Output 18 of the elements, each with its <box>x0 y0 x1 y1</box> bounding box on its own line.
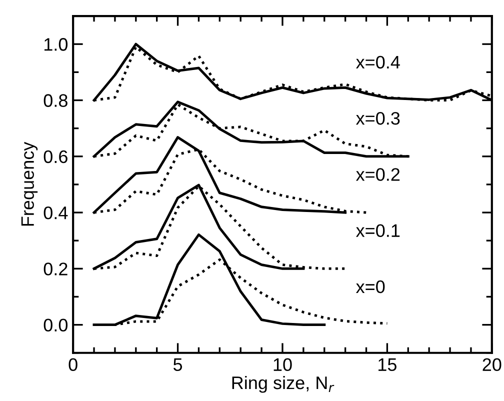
annotation: x=0.1 <box>356 224 400 238</box>
y-tick-label: 0.4 <box>44 206 68 220</box>
x-tick-label: 15 <box>378 358 396 372</box>
x-axis-title: Ring size, N$_{r}$ <box>232 376 334 393</box>
x-tick-label: 5 <box>173 358 182 372</box>
annotation: x=0.2 <box>356 168 400 181</box>
y-tick-label: 1.0 <box>44 38 68 51</box>
annotation: x=0.3 <box>356 112 400 125</box>
y-tick-label: 0.2 <box>44 262 68 276</box>
x-tick-label: 10 <box>274 358 292 372</box>
x-tick-label: 20 <box>482 358 502 372</box>
annotation: x=0.4 <box>356 56 400 69</box>
y-tick-label: 0.0 <box>44 318 68 332</box>
y-tick-label: 0.6 <box>44 150 68 164</box>
annotation: x=0 <box>356 280 385 294</box>
x-tick-label: 0 <box>68 358 78 372</box>
y-axis-title: Frequency <box>21 142 38 226</box>
y-tick-label: 0.8 <box>44 94 68 107</box>
